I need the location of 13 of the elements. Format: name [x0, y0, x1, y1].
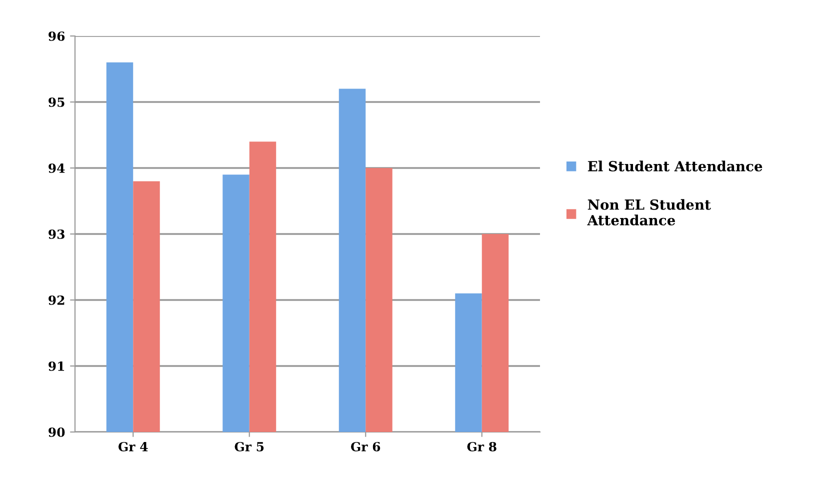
legend-label: El Student Attendance — [588, 160, 762, 172]
y-tick-label: 95 — [48, 97, 64, 107]
legend-label: Non EL Student Attendance — [587, 199, 711, 226]
x-tick-label: Gr 4 — [118, 442, 148, 452]
y-tick-label: 92 — [48, 295, 64, 305]
x-tick-label: Gr 5 — [234, 442, 264, 452]
y-tick-label: 90 — [48, 427, 65, 437]
y-tick-label: 96 — [48, 31, 65, 41]
y-tick-label: 93 — [48, 229, 64, 239]
x-tick-label: Gr 8 — [467, 442, 496, 452]
x-tick-label: Gr 6 — [350, 442, 380, 452]
y-tick-label: 91 — [48, 361, 64, 371]
y-tick-label: 94 — [48, 163, 65, 173]
